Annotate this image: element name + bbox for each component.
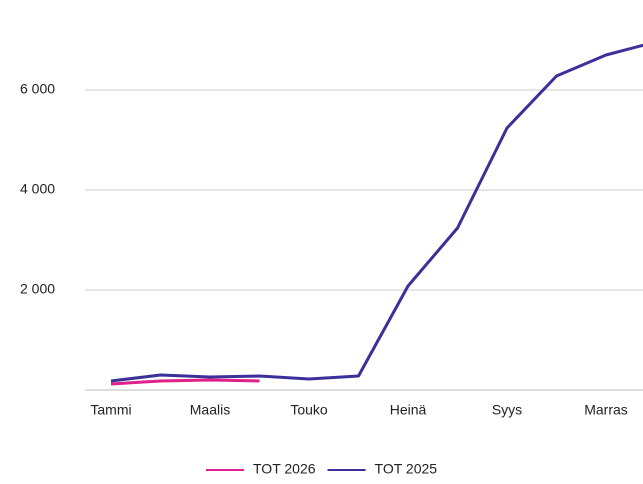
y-tick-label: 4 000 [20,181,55,197]
y-tick-label: 2 000 [20,281,55,297]
series-line [110,378,260,386]
legend-label: TOT 2026 [253,461,316,477]
x-tick-label: Touko [290,402,328,418]
y-tick-label: 6 000 [20,81,55,97]
x-tick-label: Syys [492,402,522,418]
legend-label: TOT 2025 [375,461,438,477]
series-line [110,43,643,383]
x-tick-label: Maalis [190,402,230,418]
x-tick-label: Marras [584,402,628,418]
x-tick-label: Tammi [90,402,131,418]
x-tick-label: Heinä [390,402,427,418]
